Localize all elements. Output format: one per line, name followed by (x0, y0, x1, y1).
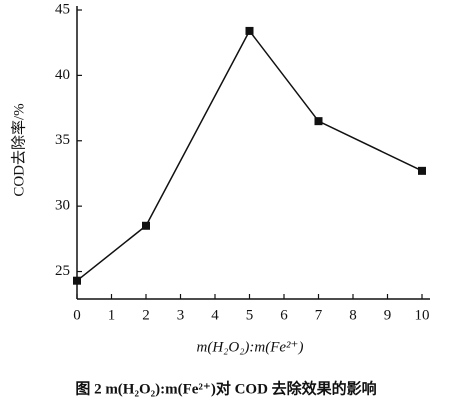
y-tick-label: 25 (55, 263, 70, 279)
x-tick-label: 7 (315, 307, 323, 323)
x-tick-label: 5 (246, 307, 254, 323)
y-tick-label: 35 (55, 132, 70, 148)
marker (314, 117, 323, 126)
x-tick-label: 2 (142, 307, 150, 323)
y-tick-label: 45 (55, 1, 70, 17)
x-tick-label: 4 (211, 307, 219, 323)
caption: 图 2 m(H₂O₂):m(Fe²⁺)对 COD 去除效果的影响 (75, 379, 376, 397)
marker (73, 276, 81, 285)
y-tick-label: 40 (55, 67, 70, 83)
x-tick-label: 10 (415, 307, 430, 323)
x-tick-label: 1 (108, 307, 116, 323)
x-tick-label: 9 (384, 307, 392, 323)
x-tick-label: 3 (177, 307, 185, 323)
marker (142, 221, 150, 230)
x-tick-label: 8 (349, 307, 357, 323)
y-tick-label: 30 (55, 198, 70, 214)
marker (245, 26, 254, 35)
x-axis-label: m(H₂O₂):m(Fe²⁺) (197, 339, 304, 355)
x-tick-label: 6 (280, 307, 288, 323)
series-line (76, 29, 423, 282)
x-tick-label: 0 (73, 307, 81, 323)
y-axis-label: COD去除率/% (10, 103, 27, 196)
marker (418, 166, 426, 175)
